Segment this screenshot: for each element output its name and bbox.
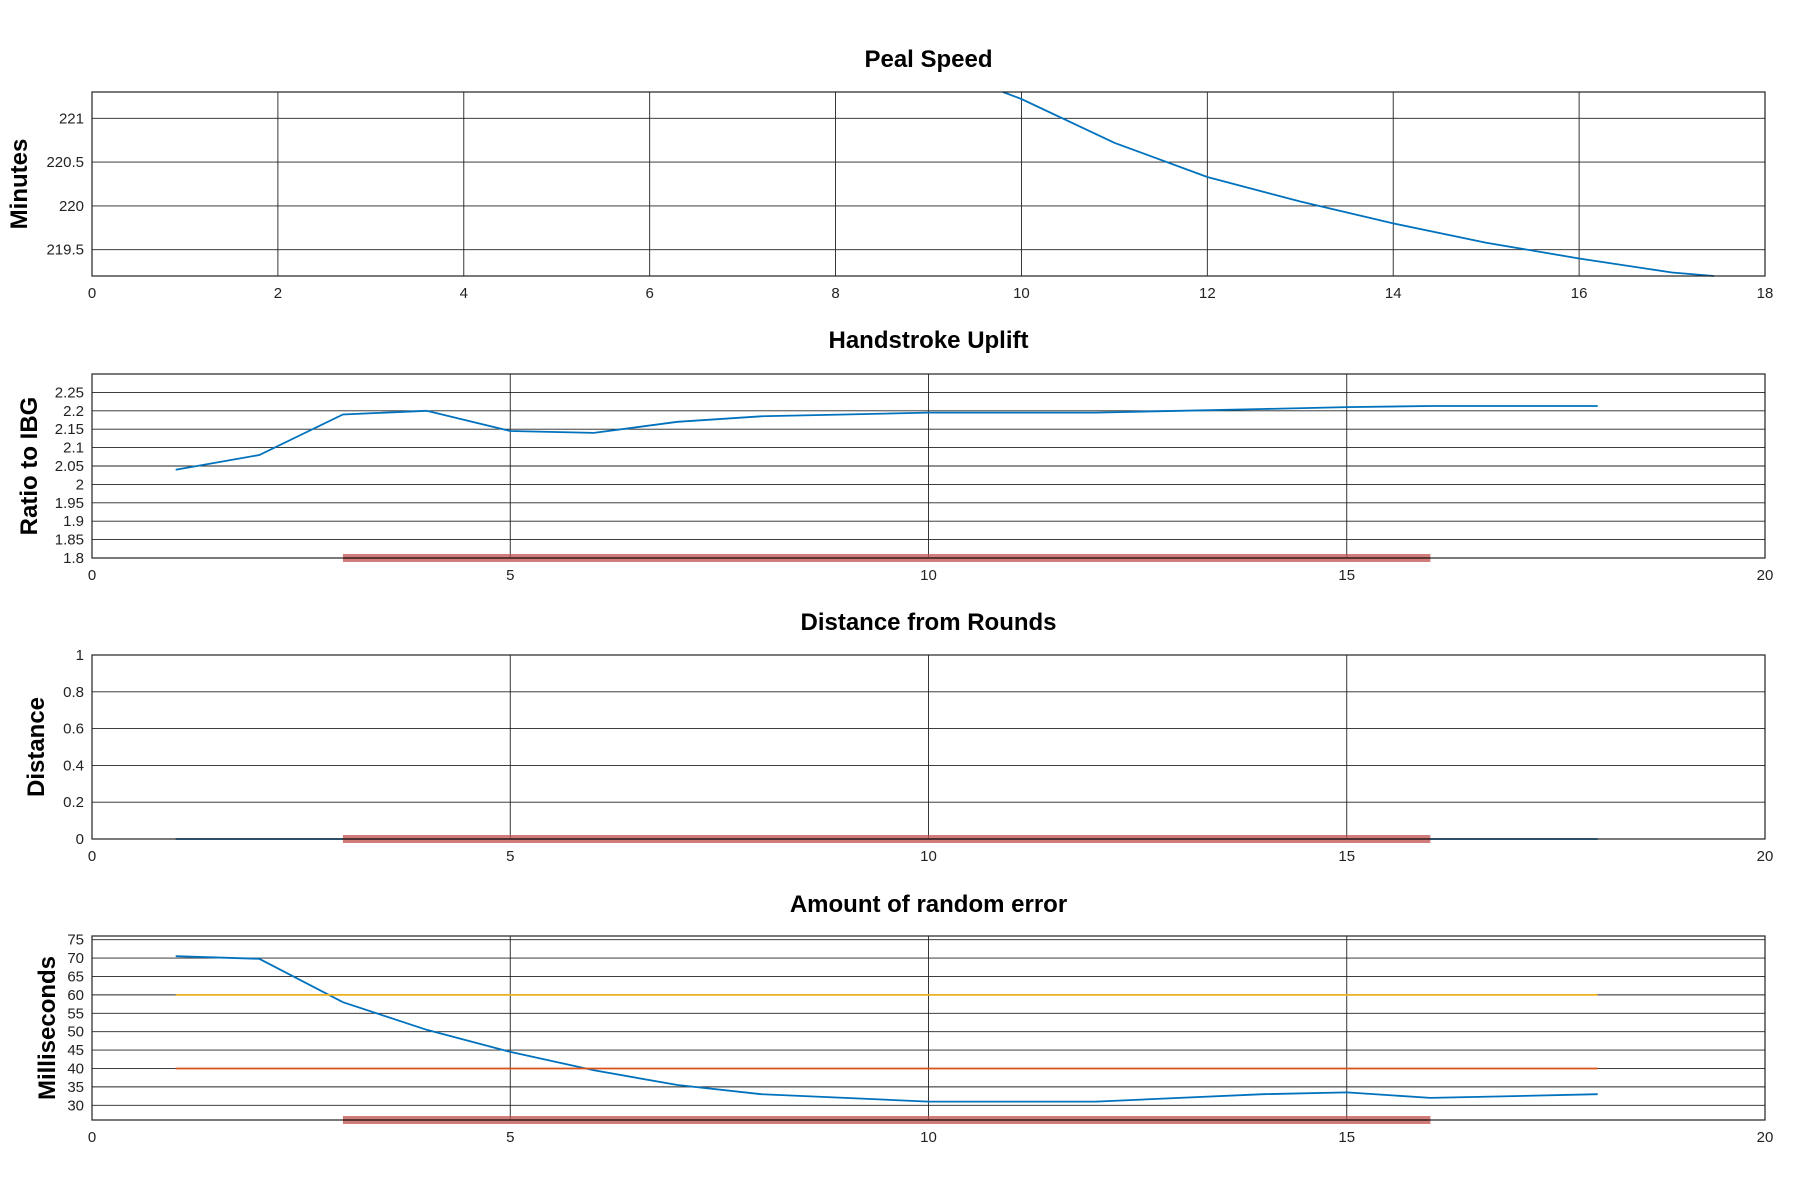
x-tick-label: 20 [1757,848,1774,865]
y-tick-label: 0 [76,831,84,848]
y-tick-label: 0.6 [63,721,84,738]
x-tick-label: 18 [1757,285,1774,302]
y-tick-label: 2.15 [55,421,84,438]
y-tick-label: 75 [67,932,84,949]
y-tick-label: 2.1 [63,440,84,457]
y-tick-label: 0.8 [63,684,84,701]
chart-title: Peal Speed [864,46,992,73]
y-tick-label: 1.9 [63,513,84,530]
y-tick-label: 40 [67,1060,84,1077]
y-tick-label: 60 [67,987,84,1004]
x-tick-label: 14 [1385,285,1402,302]
y-tick-label: 70 [67,950,84,967]
y-tick-label: 35 [67,1079,84,1096]
x-tick-label: 5 [506,567,514,584]
y-tick-label: 50 [67,1024,84,1041]
plot-frame [91,935,1766,1121]
chart-title: Amount of random error [790,891,1067,918]
y-tick-label: 45 [67,1042,84,1059]
plot-frame [91,654,1766,840]
x-tick-label: 20 [1757,1129,1774,1146]
y-tick-label: 2.05 [55,458,84,475]
y-tick-label: 55 [67,1005,84,1022]
y-tick-label: 30 [67,1097,84,1114]
x-tick-label: 10 [920,848,937,865]
y-tick-label: 2.25 [55,384,84,401]
x-tick-label: 20 [1757,567,1774,584]
x-tick-label: 10 [920,567,937,584]
x-tick-label: 10 [1013,285,1030,302]
x-tick-label: 0 [88,1129,96,1146]
x-tick-label: 8 [831,285,839,302]
x-tick-label: 5 [506,848,514,865]
x-tick-label: 2 [274,285,282,302]
series-line-1 [1002,91,1714,277]
x-tick-label: 16 [1571,285,1588,302]
y-tick-label: 65 [67,968,84,985]
x-tick-label: 15 [1338,1129,1355,1146]
series-line-1 [175,955,1598,1103]
y-axis-label: Milliseconds [34,956,61,1100]
series-line-1 [175,405,1598,471]
chart-title: Handstroke Uplift [828,327,1028,354]
y-tick-label: 220.5 [46,154,84,171]
plot-frame [91,91,1766,277]
y-axis-label: Distance [23,697,50,797]
x-tick-label: 0 [88,567,96,584]
y-axis-label: Minutes [6,139,33,230]
chart-title: Distance from Rounds [800,609,1056,636]
x-tick-label: 5 [506,1129,514,1146]
x-tick-label: 10 [920,1129,937,1146]
y-tick-label: 1.95 [55,495,84,512]
x-tick-label: 0 [88,285,96,302]
x-tick-label: 15 [1338,567,1355,584]
x-tick-label: 12 [1199,285,1216,302]
x-tick-label: 15 [1338,848,1355,865]
y-tick-label: 0.2 [63,794,84,811]
y-tick-label: 2.2 [63,403,84,420]
y-tick-label: 0.4 [63,757,84,774]
y-tick-label: 1.8 [63,550,84,567]
y-tick-label: 220 [59,198,84,215]
y-tick-label: 2 [76,476,84,493]
x-tick-label: 4 [460,285,468,302]
plot-frame [91,373,1766,559]
y-axis-label: Ratio to IBG [16,397,43,536]
x-tick-label: 0 [88,848,96,865]
y-tick-label: 1 [76,647,84,664]
x-tick-label: 6 [645,285,653,302]
y-tick-label: 221 [59,110,84,127]
y-tick-label: 219.5 [46,242,84,259]
y-tick-label: 1.85 [55,532,84,549]
